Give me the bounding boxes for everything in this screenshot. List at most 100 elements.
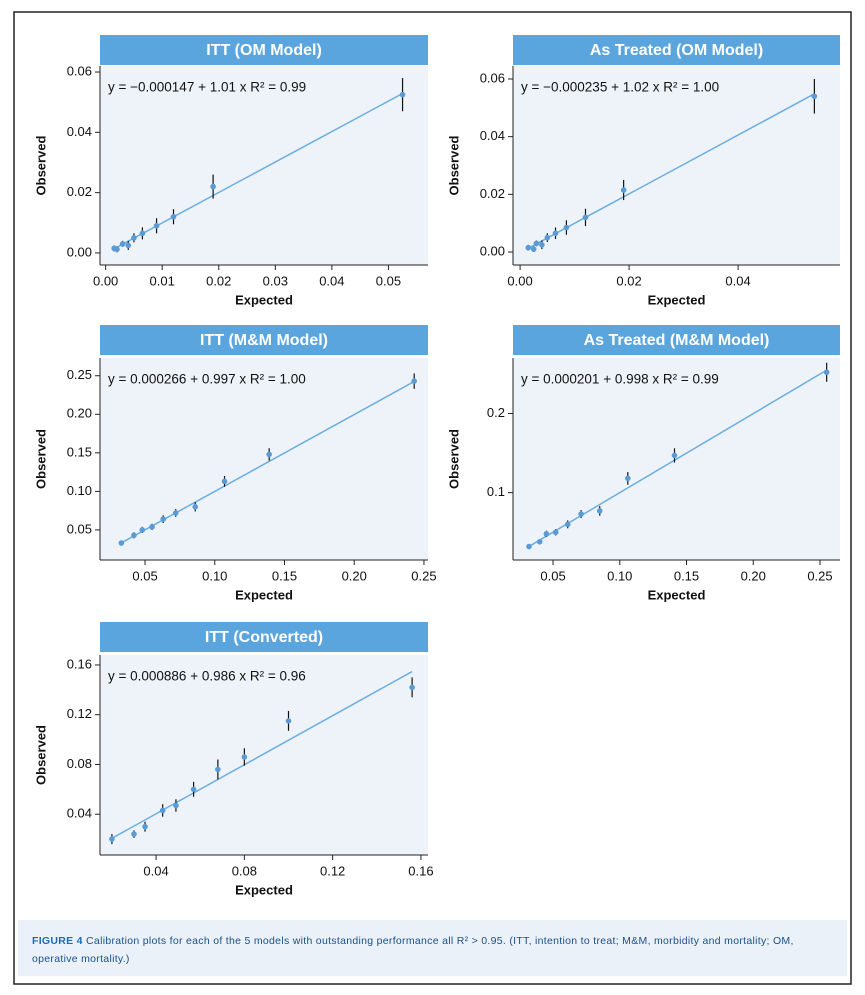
point	[160, 516, 166, 522]
point	[190, 786, 197, 793]
point	[266, 451, 272, 458]
point	[131, 532, 137, 539]
point	[539, 242, 545, 248]
plot-area	[100, 358, 428, 560]
x-tick-label: 0.04	[143, 863, 168, 878]
y-tick-label: 0.05	[67, 521, 92, 536]
point	[221, 478, 228, 485]
fit-line	[527, 93, 815, 249]
panel-title: ITT (M&M Model)	[200, 332, 328, 349]
x-tick-label: 0.15	[674, 568, 699, 583]
point	[114, 246, 120, 253]
x-tick-label: 0.05	[376, 273, 401, 288]
point	[125, 242, 132, 249]
x-tick-label: 0.15	[272, 568, 297, 583]
point	[409, 684, 415, 691]
x-tick-label: 0.00	[93, 273, 118, 288]
x-axis-label: Expected	[235, 587, 293, 602]
y-tick-label: 0.10	[67, 483, 92, 498]
point	[215, 766, 221, 773]
point	[119, 241, 126, 247]
x-tick-label: 0.10	[607, 568, 632, 583]
point	[543, 531, 550, 537]
y-axis-label: Observed	[33, 725, 48, 785]
fit-line	[528, 369, 828, 548]
point	[131, 235, 137, 241]
y-tick-label: 0.04	[480, 128, 505, 143]
panel-title: As Treated (M&M Model)	[584, 332, 770, 349]
point	[170, 213, 177, 220]
annotation: y = 0.000886 + 0.986 x R² = 0.96	[108, 669, 306, 684]
point	[173, 802, 179, 809]
annotation: y = 0.000266 + 0.997 x R² = 1.00	[108, 372, 306, 387]
x-tick-label: 0.08	[232, 863, 257, 878]
x-tick-label: 0.02	[616, 273, 641, 288]
point	[139, 230, 146, 237]
point	[582, 214, 589, 221]
point	[530, 246, 537, 252]
plot-area	[100, 66, 428, 265]
y-axis-label: Observed	[33, 429, 48, 489]
y-tick-label: 0.06	[67, 63, 92, 78]
point	[536, 538, 543, 545]
x-tick-label: 0.10	[202, 568, 227, 583]
point	[526, 543, 532, 550]
point	[192, 504, 199, 510]
point	[823, 369, 830, 376]
x-tick-label: 0.01	[150, 273, 175, 288]
point	[671, 452, 678, 459]
point	[241, 754, 248, 760]
y-tick-label: 0.16	[67, 656, 92, 671]
point	[118, 540, 125, 546]
y-tick-label: 0.04	[67, 806, 92, 821]
y-tick-label: 0.08	[67, 756, 92, 771]
x-tick-label: 0.20	[741, 568, 766, 583]
x-tick-label: 0.04	[725, 273, 750, 288]
caption: FIGURE 4 Calibration plots for each of t…	[18, 920, 847, 976]
point	[149, 524, 155, 530]
point	[620, 187, 627, 193]
y-tick-label: 0.00	[480, 243, 505, 258]
title-bar	[513, 35, 840, 65]
x-tick-label: 0.12	[320, 863, 345, 878]
annotation: y = −0.000147 + 1.01 x R² = 0.99	[108, 80, 306, 95]
y-tick-label: 0.1	[487, 484, 505, 499]
x-tick-label: 0.02	[206, 273, 231, 288]
x-tick-label: 0.20	[342, 568, 367, 583]
fit-line	[120, 380, 415, 544]
point	[411, 378, 417, 384]
y-axis-label: Observed	[446, 135, 461, 195]
x-axis-label: Expected	[648, 292, 706, 307]
point	[552, 230, 559, 237]
y-tick-label: 0.00	[67, 244, 92, 259]
point	[285, 718, 292, 724]
x-axis-label: Expected	[235, 292, 293, 307]
title-bar	[100, 35, 428, 65]
y-tick-label: 0.20	[67, 406, 92, 421]
title-bar	[100, 325, 428, 355]
x-tick-label: 0.05	[132, 568, 157, 583]
point	[153, 223, 160, 229]
y-tick-label: 0.02	[480, 186, 505, 201]
x-axis-label: Expected	[648, 587, 706, 602]
title-bar	[100, 622, 428, 652]
x-tick-label: 0.25	[411, 568, 436, 583]
frame	[13, 11, 852, 985]
panel-title: ITT (OM Model)	[206, 42, 322, 59]
point	[624, 475, 631, 482]
y-tick-label: 0.2	[487, 405, 505, 420]
point	[564, 521, 571, 528]
point	[563, 224, 570, 231]
title-bar	[513, 325, 840, 355]
x-tick-label: 0.25	[807, 568, 832, 583]
point	[159, 807, 166, 814]
panel-title: As Treated (OM Model)	[590, 42, 763, 59]
point	[172, 510, 179, 516]
point	[142, 823, 148, 830]
point	[131, 831, 137, 837]
point	[811, 93, 818, 100]
point	[139, 527, 146, 533]
y-axis-label: Observed	[33, 135, 48, 195]
